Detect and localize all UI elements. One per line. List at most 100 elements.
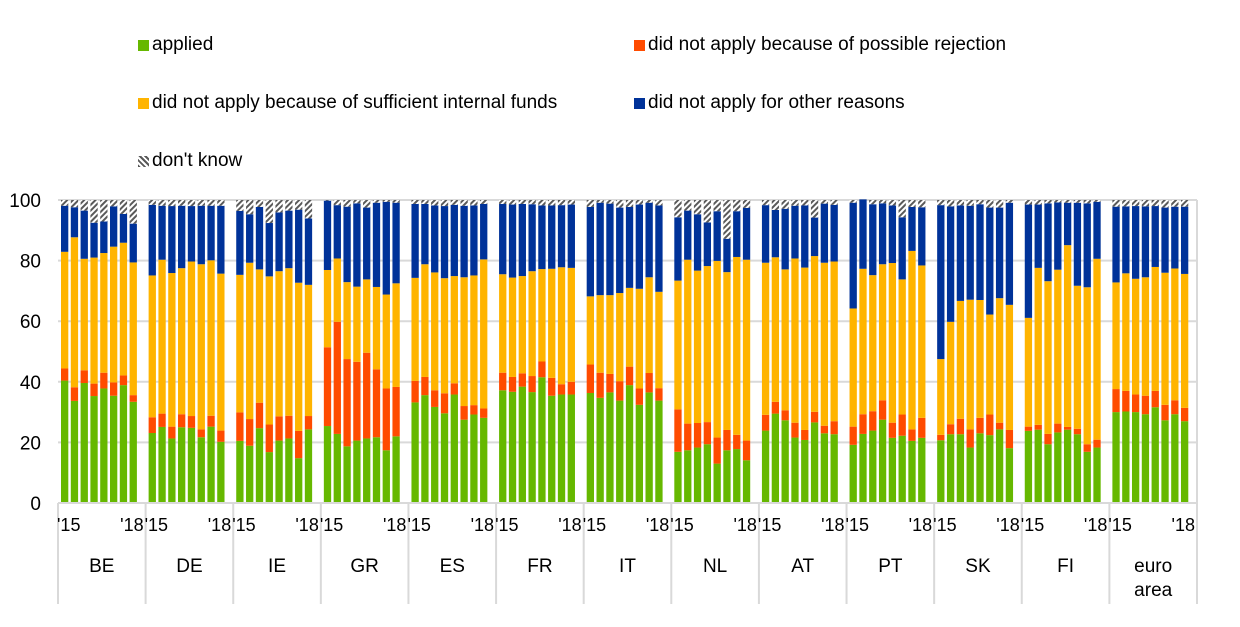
bar-segment-internal bbox=[557, 267, 566, 385]
bar-segment-other bbox=[148, 204, 156, 276]
bar-segment-other bbox=[255, 206, 264, 270]
bar-segment-rejection bbox=[937, 434, 945, 441]
bar-segment-dontknow bbox=[246, 200, 254, 215]
bar-segment-dontknow bbox=[80, 200, 88, 211]
bar-segment-other bbox=[713, 211, 721, 261]
bar-segment-rejection bbox=[197, 429, 205, 438]
bar-segment-applied bbox=[713, 463, 721, 503]
bar-segment-dontknow bbox=[801, 200, 809, 206]
bar-segment-other bbox=[431, 205, 439, 273]
bar-segment-dontknow bbox=[742, 200, 751, 208]
x-year-label-end: '18 bbox=[1172, 515, 1195, 535]
y-tick-label: 80 bbox=[20, 252, 41, 273]
legend-item-other: did not apply for other reasons bbox=[634, 92, 905, 114]
bar-segment-rejection bbox=[295, 430, 303, 459]
bar-segment-dontknow bbox=[918, 200, 926, 208]
bar-segment-other bbox=[918, 207, 926, 266]
bar-segment-applied bbox=[606, 392, 614, 503]
bar-segment-other bbox=[1054, 202, 1062, 270]
x-year-label-start: '15 bbox=[320, 515, 343, 535]
bar-segment-internal bbox=[255, 269, 264, 403]
bar-segment-other bbox=[625, 206, 634, 288]
bar-segment-dontknow bbox=[976, 200, 984, 205]
bar-segment-dontknow bbox=[411, 200, 419, 204]
bar-segment-other bbox=[771, 209, 780, 258]
bar-segment-dontknow bbox=[518, 200, 526, 204]
bar-segment-applied bbox=[898, 435, 906, 503]
bar-group-fr bbox=[499, 200, 575, 503]
bar-segment-internal bbox=[158, 259, 166, 414]
bar-segment-dontknow bbox=[733, 200, 741, 212]
bar-segment-internal bbox=[635, 288, 643, 389]
bar-segment-other bbox=[265, 223, 273, 277]
bar-segment-rejection bbox=[761, 414, 770, 431]
bar-segment-rejection bbox=[392, 386, 400, 437]
bar-segment-dontknow bbox=[323, 200, 332, 201]
bar-segment-internal bbox=[693, 270, 702, 424]
bar-segment-internal bbox=[187, 261, 196, 417]
bar-segment-rejection bbox=[528, 376, 536, 393]
bar-segment-other bbox=[411, 203, 419, 278]
bar-segment-internal bbox=[207, 260, 215, 416]
bar-segment-rejection bbox=[1093, 439, 1101, 448]
bar-segment-applied bbox=[295, 458, 303, 503]
bar-segment-internal bbox=[440, 278, 449, 394]
bar-segment-internal bbox=[129, 262, 137, 396]
bar-segment-internal bbox=[80, 258, 88, 371]
bar-segment-internal bbox=[898, 279, 906, 415]
bar-segment-dontknow bbox=[946, 200, 955, 207]
bar-segment-dontknow bbox=[966, 200, 974, 206]
bar-segment-dontknow bbox=[236, 200, 244, 211]
x-year-label-start: '15 bbox=[495, 515, 518, 535]
bar-segment-dontknow bbox=[499, 200, 507, 204]
bar-group-pt bbox=[849, 199, 926, 503]
bar-segment-applied bbox=[178, 427, 186, 503]
bar-segment-dontknow bbox=[791, 200, 799, 206]
bar-segment-applied bbox=[236, 440, 244, 503]
bar-segment-dontknow bbox=[1171, 200, 1179, 207]
bar-group-it bbox=[586, 200, 663, 503]
bar-segment-internal bbox=[761, 262, 770, 415]
bar-segment-applied bbox=[197, 437, 205, 503]
bar-segment-applied bbox=[1024, 430, 1033, 503]
bar-segment-internal bbox=[528, 271, 536, 377]
legend-label: did not apply for other reasons bbox=[648, 92, 905, 113]
bar-segment-applied bbox=[1112, 412, 1120, 503]
bar-segment-rejection bbox=[372, 369, 381, 438]
bar-segment-dontknow bbox=[119, 200, 128, 214]
bar-segment-internal bbox=[382, 294, 390, 389]
bar-segment-dontknow bbox=[90, 200, 98, 223]
bar-segment-internal bbox=[1141, 277, 1150, 396]
legend-item-dontknow: don't know bbox=[138, 150, 242, 172]
bar-segment-internal bbox=[859, 268, 867, 415]
bar-segment-other bbox=[693, 214, 702, 271]
bar-segment-internal bbox=[450, 276, 458, 384]
bar-segment-dontknow bbox=[304, 200, 313, 219]
bar-segment-internal bbox=[1044, 281, 1052, 434]
x-group-label: DE bbox=[176, 556, 202, 577]
bar-segment-rejection bbox=[810, 411, 819, 423]
bar-segment-applied bbox=[830, 434, 838, 503]
bar-segment-rejection bbox=[1083, 444, 1091, 452]
bar-segment-other bbox=[986, 207, 994, 315]
x-group-label: PT bbox=[878, 556, 903, 577]
bar-segment-applied bbox=[421, 395, 429, 503]
bar-segment-other bbox=[956, 205, 965, 301]
bar-segment-internal bbox=[791, 258, 799, 423]
bar-segment-rejection bbox=[158, 413, 166, 427]
bar-segment-applied bbox=[918, 437, 926, 503]
bar-segment-other bbox=[178, 205, 186, 269]
bar-segment-applied bbox=[956, 434, 965, 503]
bar-segment-dontknow bbox=[440, 200, 449, 207]
bar-segment-applied bbox=[110, 395, 118, 503]
bar-segment-internal bbox=[674, 280, 682, 410]
bar-segment-internal bbox=[1180, 273, 1189, 408]
bar-segment-rejection bbox=[684, 423, 692, 451]
bar-segment-dontknow bbox=[616, 200, 624, 208]
bar-segment-dontknow bbox=[810, 200, 819, 218]
x-year-label-end: '18 bbox=[120, 515, 143, 535]
bar-segment-other bbox=[655, 205, 663, 292]
bar-segment-applied bbox=[207, 426, 215, 503]
bar-segment-applied bbox=[761, 430, 770, 503]
x-group-label: GR bbox=[350, 556, 379, 577]
